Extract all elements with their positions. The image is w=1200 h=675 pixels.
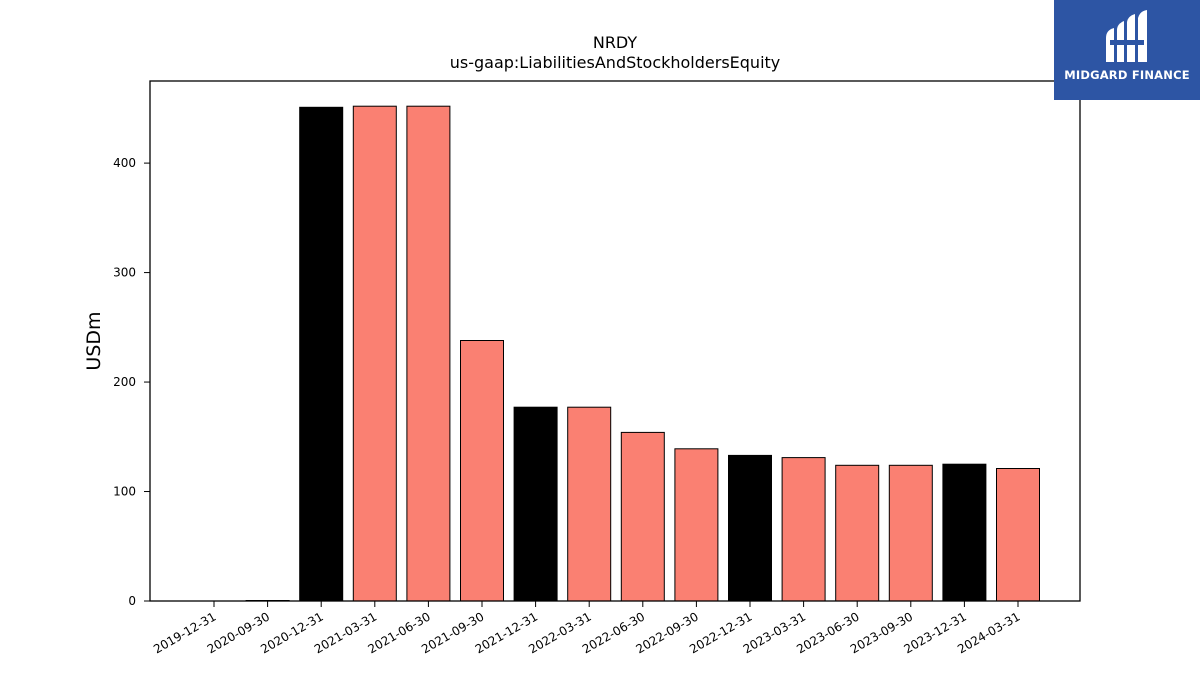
- y-tick-label: 100: [113, 485, 136, 499]
- bar-2020-12-31: [299, 106, 344, 602]
- bar-2022-06-30: [620, 431, 665, 602]
- bar-2021-12-31: [513, 406, 558, 602]
- bar-2022-12-31: [728, 454, 772, 602]
- chart-title: NRDY: [593, 33, 638, 52]
- x-axis-ticks: 2019-12-312020-09-302020-12-312021-03-31…: [151, 601, 1023, 656]
- bar-2022-09-30: [674, 448, 719, 602]
- bar-2023-06-30: [835, 464, 880, 602]
- y-tick-label: 300: [113, 266, 136, 280]
- bar-2022-03-31: [567, 406, 612, 602]
- bar-2024-03-31: [996, 468, 1040, 602]
- bars-group: [245, 105, 1040, 602]
- y-tick-label: 400: [113, 156, 136, 170]
- y-tick-label: 200: [113, 375, 136, 389]
- plot-frame: [149, 80, 1081, 602]
- bar-2021-09-30: [460, 340, 504, 602]
- midgard-logo-icon: [1106, 10, 1147, 62]
- y-axis-label: USDm: [83, 311, 105, 370]
- bar-2021-06-30: [406, 105, 451, 602]
- bar-2023-12-31: [942, 463, 987, 602]
- chart-subtitle: us-gaap:LiabilitiesAndStockholdersEquity: [450, 53, 781, 72]
- bar-2021-03-31: [352, 105, 397, 602]
- y-tick-label: 0: [128, 594, 136, 608]
- bar-2023-03-31: [781, 457, 826, 602]
- logo-text: MIDGARD FINANCE: [1064, 68, 1190, 82]
- bar-2023-09-30: [888, 464, 933, 602]
- y-axis-ticks: 0 100 200 300 400: [113, 156, 150, 608]
- midgard-finance-logo: MIDGARD FINANCE: [1054, 0, 1200, 100]
